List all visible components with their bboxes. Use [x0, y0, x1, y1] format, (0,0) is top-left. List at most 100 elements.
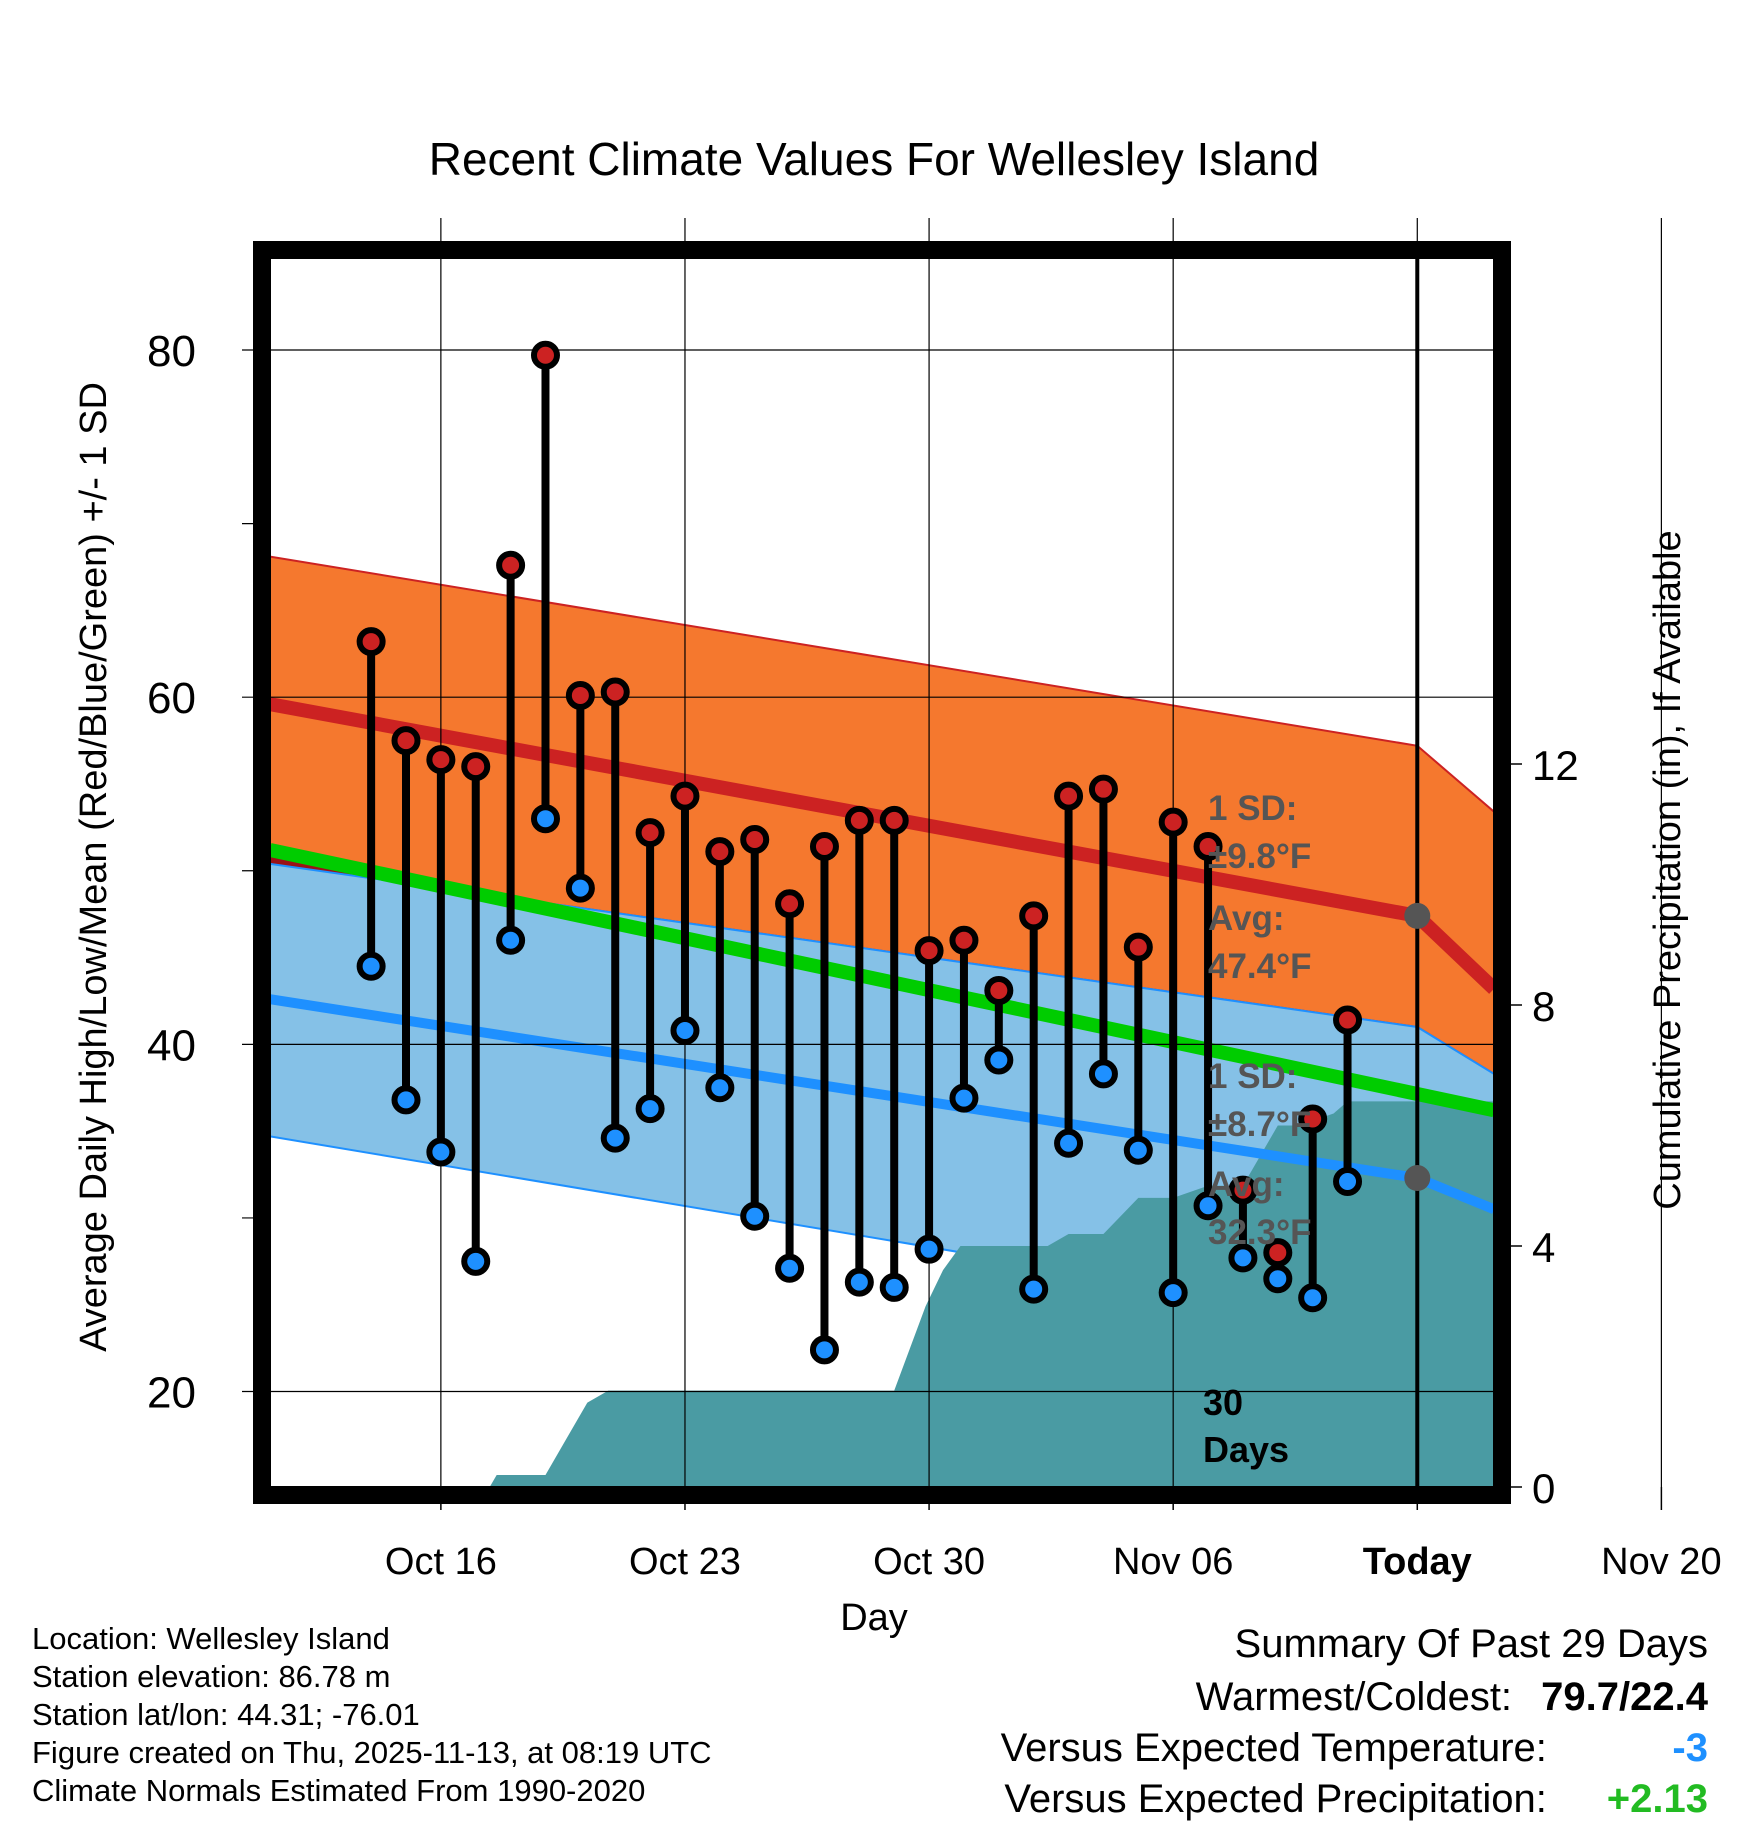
x-tick-label: Oct 23: [629, 1541, 741, 1583]
daily-high-point: [1019, 901, 1049, 931]
daily-high-point: [391, 726, 421, 756]
daily-low-point: [600, 1123, 630, 1153]
daily-low-point: [775, 1253, 805, 1283]
daily-low-point: [635, 1094, 665, 1124]
daily-high-point: [984, 976, 1014, 1006]
daily-high-point: [1193, 831, 1223, 861]
daily-high-point: [600, 677, 630, 707]
days-count-label: 30: [1203, 1382, 1243, 1423]
daily-low-point: [670, 1015, 700, 1045]
daily-high-point: [1263, 1238, 1293, 1268]
high-avg-label: Avg:: [1208, 899, 1284, 938]
precip-departure-value: +2.13: [1606, 1777, 1708, 1821]
daily-low-point: [1333, 1166, 1363, 1196]
daily-low-point: [496, 925, 526, 955]
daily-low-point: [1298, 1283, 1328, 1313]
daily-low-point: [879, 1272, 909, 1302]
chart-title: Recent Climate Values For Wellesley Isla…: [429, 133, 1320, 185]
station-info: Location: Wellesley Island Station eleva…: [32, 1620, 712, 1810]
y-axis-label: Average Daily High/Low/Mean (Red/Blue/Gr…: [73, 382, 115, 1352]
x-tick-label: Today: [1363, 1541, 1472, 1583]
daily-high-point: [914, 936, 944, 966]
daily-low-point: [1263, 1264, 1293, 1294]
daily-low-point: [461, 1246, 491, 1276]
x-tick-label: Oct 30: [873, 1541, 985, 1583]
daily-low-point: [391, 1085, 421, 1115]
y2-tick-label: 8: [1532, 983, 1555, 1030]
warmest-coldest-label: Warmest/Coldest:: [1195, 1675, 1513, 1719]
low-avg-marker: [1404, 1165, 1431, 1192]
x-tick-label: Nov 06: [1113, 1541, 1233, 1583]
high-avg-marker: [1404, 902, 1431, 929]
daily-high-point: [1054, 781, 1084, 811]
daily-high-point: [635, 818, 665, 848]
daily-high-point: [426, 745, 456, 775]
daily-low-point: [984, 1045, 1014, 1075]
daily-low-point: [356, 951, 386, 981]
daily-high-point: [565, 680, 595, 710]
daily-low-point: [1054, 1128, 1084, 1158]
summary-title: Summary Of Past 29 Days: [1234, 1622, 1708, 1666]
latlon-text: Station lat/lon: 44.31; -76.01: [32, 1697, 420, 1732]
daily-high-point: [1333, 1005, 1363, 1035]
plot-area: [270, 555, 1494, 1487]
daily-low-point: [1123, 1135, 1153, 1165]
daily-low-point: [809, 1335, 839, 1365]
elevation-text: Station elevation: 86.78 m: [32, 1659, 391, 1694]
x-tick-label: Oct 16: [385, 1541, 497, 1583]
y-tick-label: 60: [147, 674, 196, 723]
high-sd-label: 1 SD:: [1208, 789, 1297, 828]
daily-low-point: [1193, 1191, 1223, 1221]
y-tick-label: 80: [147, 327, 196, 376]
location-text: Location: Wellesley Island: [32, 1621, 390, 1656]
precip-departure-row: Versus Expected Precipitation: +2.13: [1001, 1777, 1708, 1822]
daily-low-point: [914, 1234, 944, 1264]
y2-tick-label: 0: [1532, 1465, 1555, 1512]
low-avg-label: Avg:: [1208, 1165, 1284, 1204]
low-sd-label: 1 SD:: [1208, 1057, 1297, 1096]
daily-high-point: [1088, 774, 1118, 804]
daily-high-point: [1123, 932, 1153, 962]
y2-tick-label: 12: [1532, 742, 1579, 789]
days-unit-label: Days: [1203, 1429, 1289, 1470]
temp-departure-value: -3: [1672, 1726, 1708, 1770]
daily-low-point: [740, 1201, 770, 1231]
daily-observations: [356, 340, 1363, 1365]
low-sd-value: ±8.7°F: [1208, 1105, 1311, 1144]
daily-low-point: [844, 1267, 874, 1297]
daily-low-point: [530, 804, 560, 834]
daily-low-point: [949, 1083, 979, 1113]
x-tick-label: Nov 20: [1601, 1541, 1721, 1583]
daily-high-point: [740, 825, 770, 855]
daily-high-point: [461, 752, 491, 782]
temp-departure-row: Versus Expected Temperature: -3: [1001, 1726, 1708, 1771]
daily-low-point: [1158, 1278, 1188, 1308]
normals-text: Climate Normals Estimated From 1990-2020: [32, 1773, 646, 1808]
daily-high-point: [879, 805, 909, 835]
daily-low-point: [1019, 1274, 1049, 1304]
precip-departure-label: Versus Expected Precipitation:: [1004, 1777, 1547, 1821]
daily-low-point: [1088, 1059, 1118, 1089]
summary-panel: Summary Of Past 29 Days Warmest/Coldest:…: [1001, 1622, 1708, 1822]
y-tick-label: 40: [147, 1021, 196, 1070]
daily-high-point: [496, 550, 526, 580]
daily-high-point: [1158, 807, 1188, 837]
daily-high-point: [844, 805, 874, 835]
daily-low-point: [565, 873, 595, 903]
daily-high-point: [670, 781, 700, 811]
daily-high-point: [1228, 1175, 1258, 1205]
temp-departure-label: Versus Expected Temperature:: [1000, 1726, 1547, 1770]
warmest-coldest-value: 79.7/22.4: [1541, 1675, 1708, 1719]
daily-high-point: [705, 837, 735, 867]
warmest-coldest-row: Warmest/Coldest: 79.7/22.4: [1001, 1675, 1708, 1720]
daily-high-point: [809, 831, 839, 861]
precip-area: [270, 1101, 1494, 1487]
plot-frame: [253, 241, 1511, 1504]
daily-high-point: [530, 340, 560, 370]
normal-annotations: [1404, 902, 1431, 1192]
y2-tick-label: 4: [1532, 1224, 1555, 1271]
daily-high-point: [356, 627, 386, 657]
created-text: Figure created on Thu, 2025-11-13, at 08…: [32, 1735, 712, 1770]
high-sd-value: ±9.8°F: [1208, 837, 1311, 876]
